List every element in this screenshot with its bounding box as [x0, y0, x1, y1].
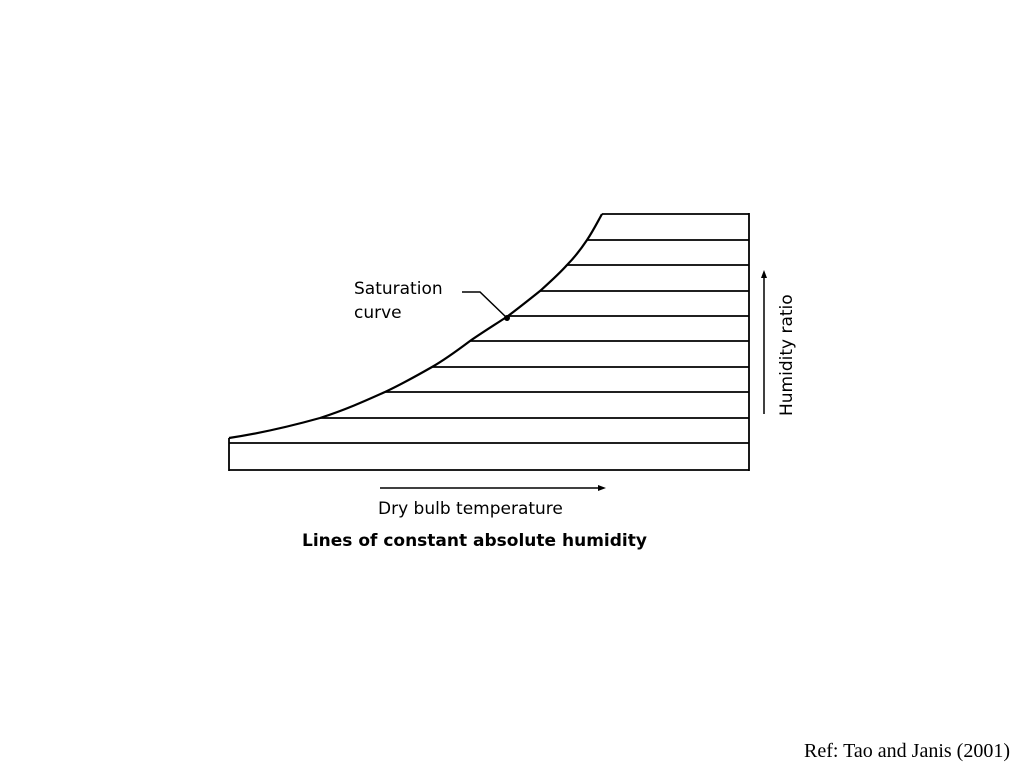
x-axis-label: Dry bulb temperature [378, 499, 563, 519]
x-arrowhead [598, 485, 606, 491]
annotation: curve [354, 303, 402, 323]
y-arrowhead [761, 270, 767, 278]
caption: Lines of constant absolute humidity [302, 531, 647, 551]
annotation: Saturation [354, 279, 443, 299]
saturation-curve [228, 213, 603, 440]
y-axis-label: Humidity ratio [777, 294, 797, 416]
humidity-lines [228, 213, 750, 471]
leader-line [462, 291, 508, 319]
reference: Ref: Tao and Janis (2001) [804, 740, 1010, 762]
